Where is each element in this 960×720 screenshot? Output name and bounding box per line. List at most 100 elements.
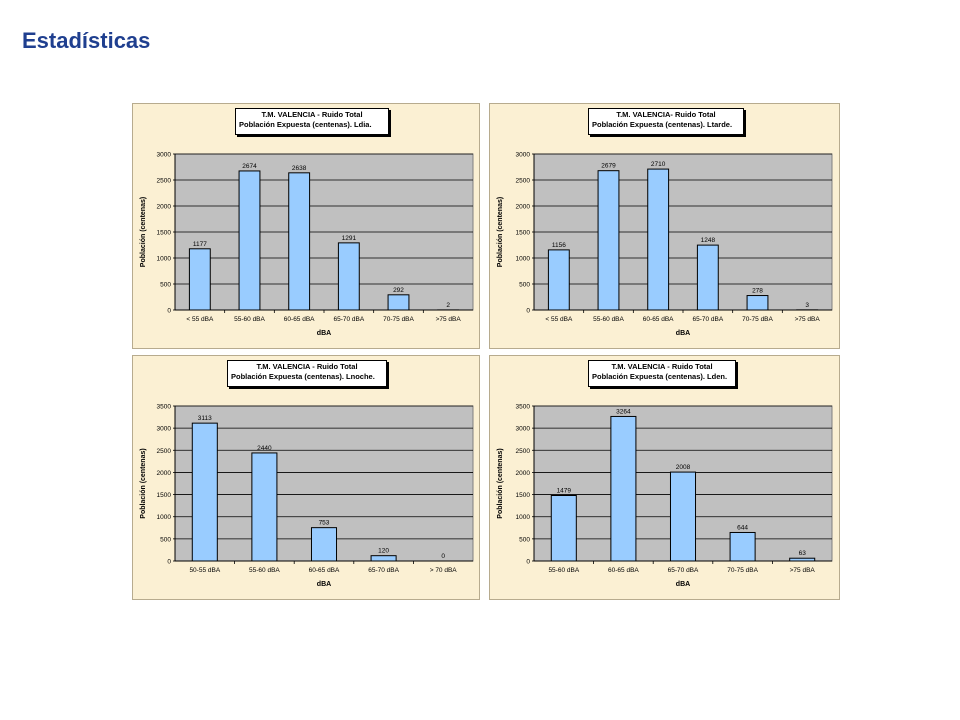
- y-tick-label: 500: [160, 536, 171, 543]
- data-label: 2674: [242, 163, 257, 170]
- y-tick-label: 2000: [516, 470, 531, 477]
- data-label: 1291: [342, 235, 357, 242]
- data-label: 63: [799, 550, 807, 557]
- y-tick-label: 1000: [157, 514, 172, 521]
- y-tick-label: 1000: [516, 256, 531, 263]
- chart-panel-ldia: T.M. VALENCIA - Ruido Total Población Ex…: [132, 103, 480, 349]
- bar: [647, 168, 670, 311]
- chart-title-box: T.M. VALENCIA - Ruido Total Población Ex…: [227, 360, 387, 387]
- chart-title: T.M. VALENCIA - Ruido Total: [261, 110, 363, 119]
- x-tick-label: 70-75 dBA: [742, 316, 773, 323]
- x-tick-label: > 70 dBA: [430, 567, 458, 574]
- bar: [547, 249, 570, 311]
- y-tick-label: 3000: [157, 426, 172, 433]
- y-tick-label: 2500: [516, 448, 531, 455]
- chart-subtitle: Población Expuesta (centenas). Lden.: [592, 372, 728, 381]
- y-tick-label: 1500: [516, 492, 531, 499]
- x-tick-label: < 55 dBA: [186, 316, 214, 323]
- x-axis-title: dBA: [676, 330, 690, 337]
- data-label: 1248: [701, 237, 716, 244]
- x-tick-label: 60-65 dBA: [284, 316, 315, 323]
- data-label: 753: [319, 520, 330, 527]
- y-tick-label: 2500: [157, 448, 172, 455]
- bar: [188, 248, 211, 311]
- data-label: 3113: [198, 415, 212, 422]
- x-axis-title: dBA: [676, 581, 690, 588]
- x-tick-label: 65-70 dBA: [368, 567, 399, 574]
- chart-title: T.M. VALENCIA- Ruido Total: [616, 110, 716, 119]
- x-tick-label: 70-75 dBA: [727, 567, 758, 574]
- x-tick-label: 50-55 dBA: [189, 567, 220, 574]
- y-axis-title: Población (centenas): [497, 197, 504, 267]
- y-tick-label: 1500: [157, 492, 172, 499]
- chart-panel-ltarde: T.M. VALENCIA- Ruido Total Población Exp…: [489, 103, 840, 349]
- bar-chart-lden: 0 500 1000 1500 2000 2500 3000 3500 1479 55-60 dB…: [497, 404, 833, 588]
- bar: [746, 295, 769, 311]
- bar: [310, 527, 338, 562]
- y-tick-label: 500: [160, 282, 171, 289]
- x-tick-label: < 55 dBA: [545, 316, 573, 323]
- bar: [610, 415, 637, 562]
- y-tick-label: 1500: [516, 230, 531, 237]
- x-tick-label: 65-70 dBA: [668, 567, 699, 574]
- x-axis-title: dBA: [317, 330, 331, 337]
- bar: [191, 422, 218, 562]
- data-label: 1156: [552, 242, 566, 249]
- x-tick-label: >75 dBA: [795, 316, 821, 323]
- bar: [669, 471, 697, 562]
- y-tick-label: 2000: [516, 204, 531, 211]
- y-tick-label: 3000: [157, 152, 172, 159]
- y-tick-label: 500: [519, 282, 530, 289]
- y-tick-label: 3500: [516, 404, 531, 411]
- y-tick-label: 2000: [157, 470, 172, 477]
- y-tick-label: 2500: [516, 178, 531, 185]
- x-tick-label: 60-65 dBA: [608, 567, 639, 574]
- y-axis-title: Población (centenas): [497, 448, 504, 518]
- y-tick-label: 1000: [157, 256, 172, 263]
- data-label: 644: [737, 524, 748, 531]
- bar: [251, 452, 278, 562]
- chart-subtitle: Población Expuesta (centenas). Ldia.: [239, 120, 372, 129]
- y-tick-label: 2500: [157, 178, 172, 185]
- y-tick-label: 0: [167, 308, 171, 315]
- y-tick-label: 3000: [516, 426, 531, 433]
- x-tick-label: 55-60 dBA: [548, 567, 579, 574]
- y-axis-title: Población (centenas): [140, 448, 147, 518]
- page-title: Estadísticas: [22, 28, 151, 53]
- x-tick-label: 70-75 dBA: [383, 316, 414, 323]
- data-label: 2710: [651, 161, 666, 168]
- data-label: 2440: [257, 445, 272, 452]
- data-label: 292: [393, 287, 404, 294]
- data-label: 120: [378, 548, 389, 555]
- bar: [337, 242, 360, 311]
- chart-title-box: T.M. VALENCIA- Ruido Total Población Exp…: [588, 108, 744, 135]
- y-tick-label: 500: [519, 536, 530, 543]
- x-tick-label: >75 dBA: [790, 567, 816, 574]
- data-label: 1479: [557, 488, 572, 495]
- x-tick-label: >75 dBA: [436, 316, 462, 323]
- y-tick-label: 0: [526, 308, 530, 315]
- y-tick-label: 0: [167, 559, 171, 566]
- chart-panel-lnoche: T.M. VALENCIA - Ruido Total Población Ex…: [132, 355, 480, 600]
- x-tick-label: 60-65 dBA: [643, 316, 674, 323]
- y-tick-label: 1500: [157, 230, 172, 237]
- data-label: 278: [752, 288, 763, 295]
- data-label: 3264: [616, 408, 631, 415]
- data-label: 1177: [193, 241, 207, 248]
- y-tick-label: 2000: [157, 204, 172, 211]
- bar: [696, 244, 719, 311]
- y-tick-label: 1000: [516, 514, 531, 521]
- y-tick-label: 0: [526, 559, 530, 566]
- bar: [789, 557, 816, 562]
- chart-title-box: T.M. VALENCIA - Ruido Total Población Ex…: [588, 360, 736, 387]
- y-tick-label: 3000: [516, 152, 531, 159]
- data-label: 3: [805, 302, 809, 309]
- data-label: 0: [441, 553, 445, 560]
- bar: [729, 531, 756, 562]
- x-tick-label: 60-65 dBA: [309, 567, 340, 574]
- bar: [370, 555, 397, 562]
- data-label: 2008: [676, 464, 691, 471]
- data-label: 2: [446, 302, 450, 309]
- bar: [387, 294, 410, 311]
- bar: [238, 170, 261, 311]
